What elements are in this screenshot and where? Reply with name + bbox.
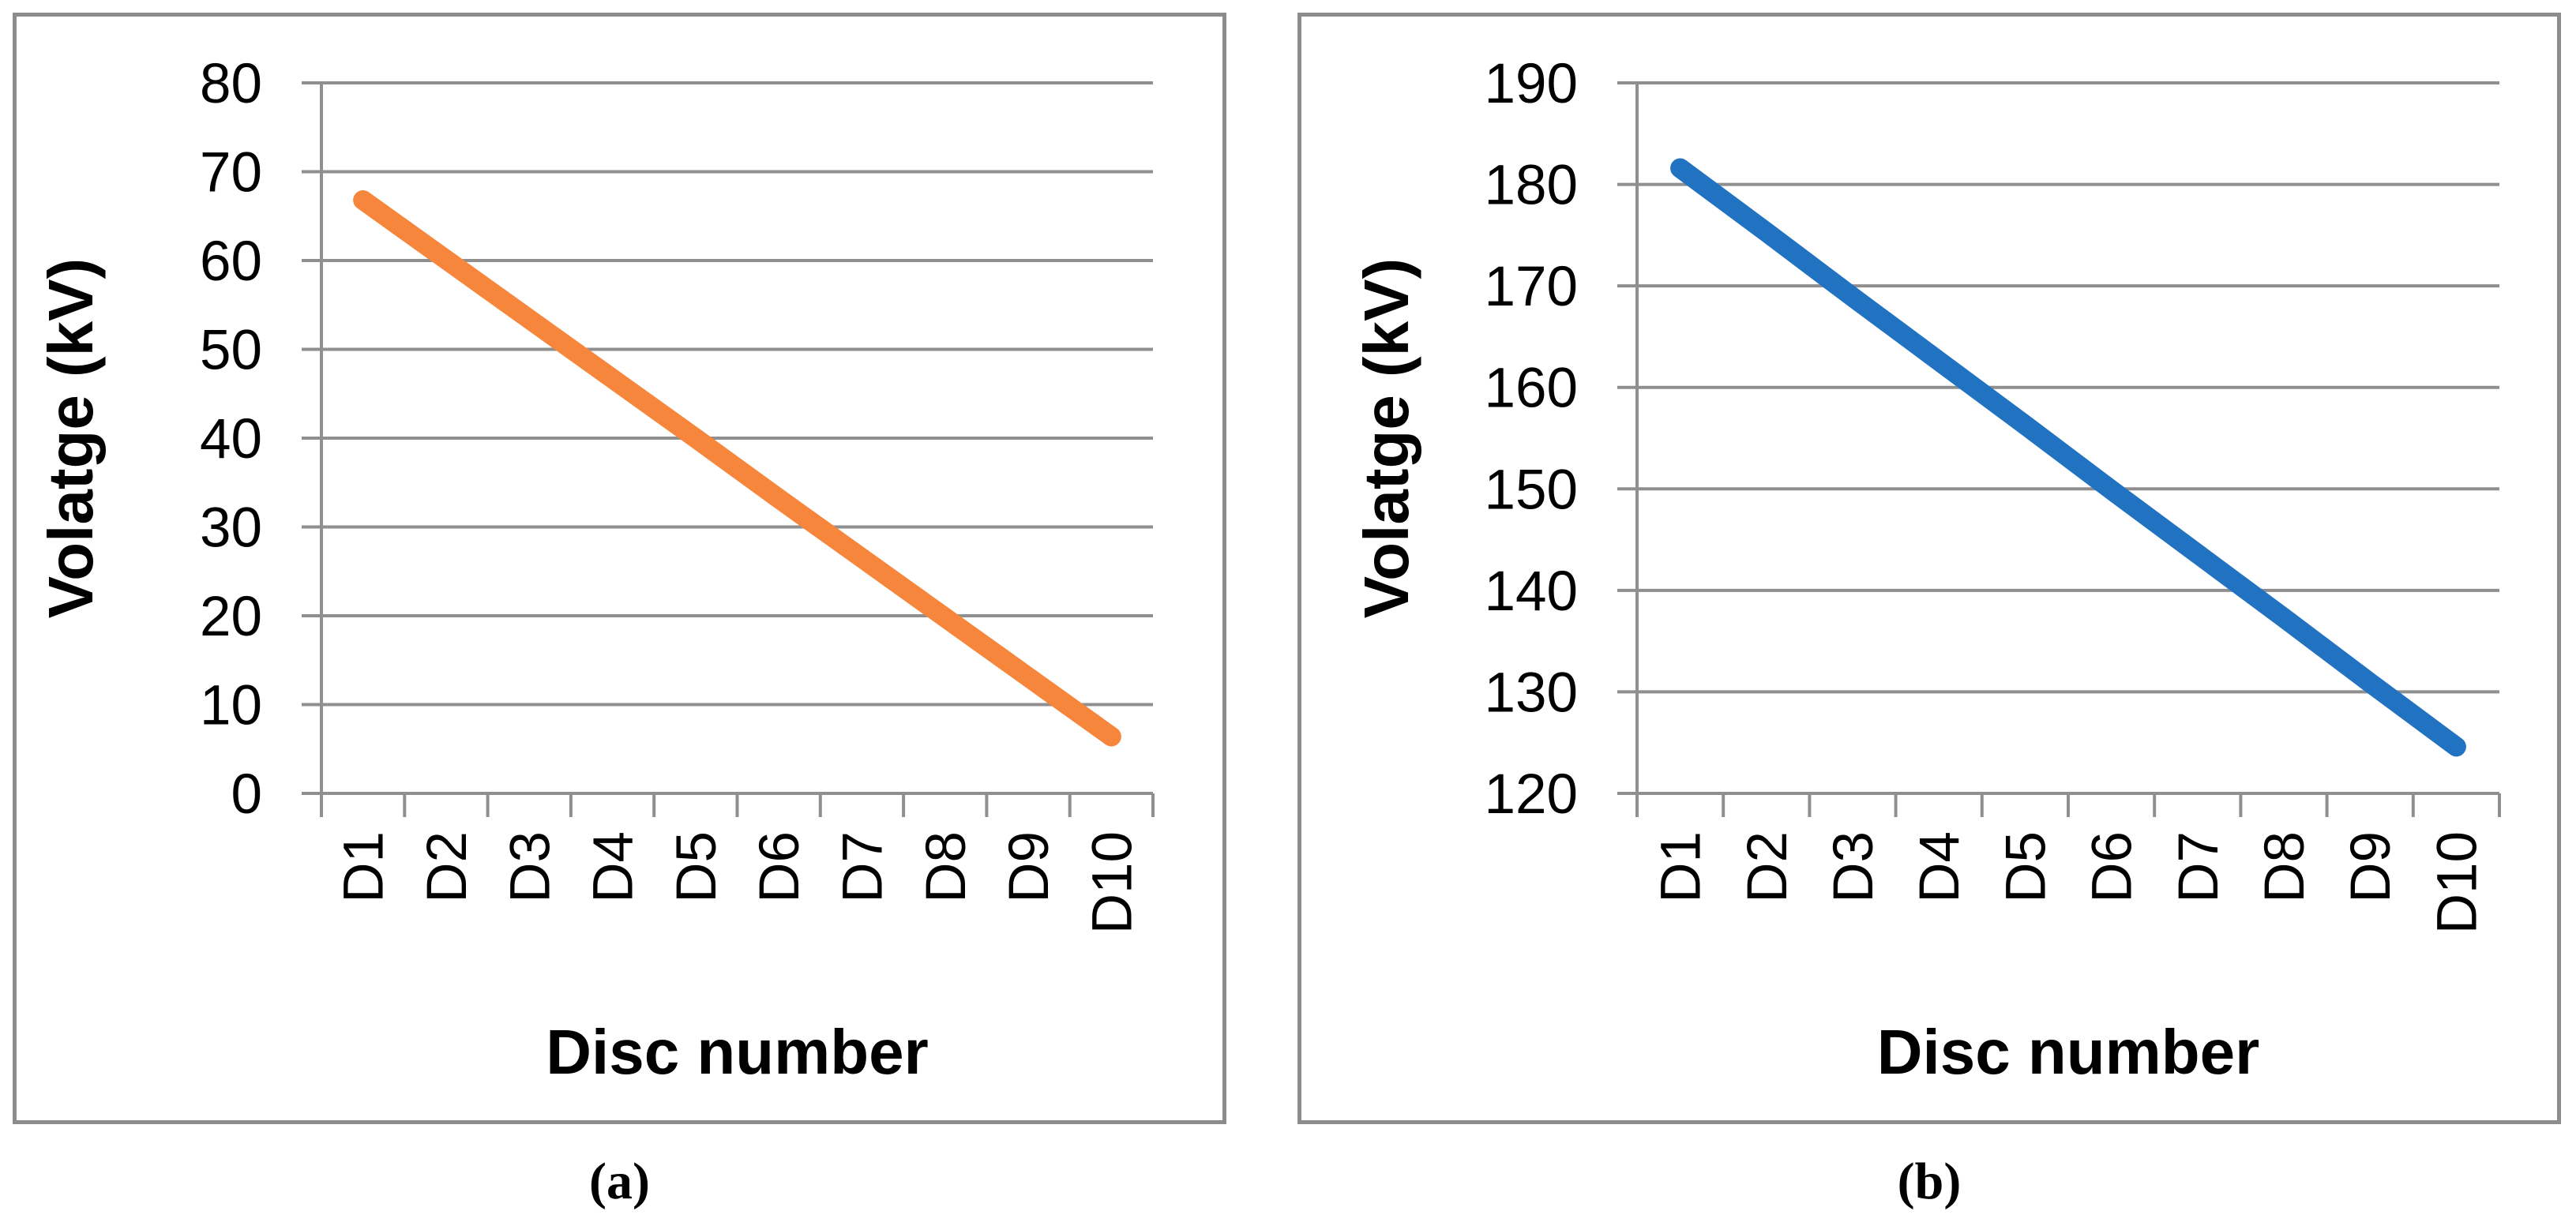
- x-tick-label: D10: [1081, 831, 1143, 934]
- y-tick-label: 80: [200, 53, 262, 115]
- y-tick-label: 50: [200, 320, 262, 382]
- x-axis-title: Disc number: [546, 1017, 929, 1087]
- x-tick-label: D1: [1650, 831, 1713, 903]
- y-tick-label: 120: [1485, 763, 1578, 826]
- panel-caption-b: (b): [1897, 1153, 1962, 1210]
- series-line: [1670, 158, 2466, 757]
- x-tick-label: D9: [2340, 831, 2402, 903]
- chart-panel-a: 0 10 20 30 40 50 60 70 80 D1 D2 D3 D4 D5 D6 D7 D8 D9 D10 Vo…: [13, 13, 1226, 1124]
- x-tick-label: D7: [2168, 831, 2230, 903]
- y-tick-label: 20: [200, 586, 262, 648]
- y-tick-label: 0: [231, 763, 263, 826]
- series-line: [353, 190, 1121, 747]
- y-tick-label: 170: [1485, 256, 1578, 318]
- x-tick-label: D4: [583, 831, 645, 903]
- chart-svg-b: 120 130 140 150 160 170 180 190 D1 D2 D3 D4 D5 D6 D7 D8…: [1351, 53, 2501, 1087]
- y-tick-label: 40: [200, 408, 262, 471]
- x-tick-label: D5: [666, 831, 728, 903]
- x-tick-label: D4: [1909, 831, 1971, 903]
- x-tick-label: D3: [1823, 831, 1885, 903]
- panel-caption-a: (a): [589, 1153, 650, 1210]
- y-tick-label: 160: [1485, 358, 1578, 420]
- y-tick-label: 140: [1485, 561, 1578, 623]
- y-tick-label: 30: [200, 497, 262, 560]
- x-tick-label: D2: [416, 831, 479, 903]
- x-tick-label: D1: [333, 831, 396, 903]
- x-tick-label: D10: [2426, 831, 2488, 934]
- x-tick-label: D8: [2254, 831, 2316, 903]
- x-axis-title: Disc number: [1877, 1017, 2260, 1087]
- x-tick-label: D9: [998, 831, 1061, 903]
- x-tick-label: D7: [832, 831, 894, 903]
- chart-panel-b: 120 130 140 150 160 170 180 190 D1 D2 D3 D4 D5 D6 D7 D8…: [1297, 13, 2561, 1124]
- chart-svg-a: 0 10 20 30 40 50 60 70 80 D1 D2 D3 D4 D5 D6 D7 D8 D9 D10 Vo…: [36, 53, 1155, 1087]
- y-tick-label: 150: [1485, 459, 1578, 521]
- x-tick-label: D3: [499, 831, 561, 903]
- y-tick-label: 190: [1485, 53, 1578, 115]
- x-tick-label: D6: [749, 831, 811, 903]
- y-tick-label: 70: [200, 142, 262, 204]
- x-tick-label: D5: [1995, 831, 2057, 903]
- y-axis-title: Volatge (kV): [1351, 258, 1421, 618]
- y-tick-label: 130: [1485, 662, 1578, 724]
- y-tick-label: 60: [200, 231, 262, 293]
- x-tick-label: D2: [1737, 831, 1799, 903]
- y-axis-title: Volatge (kV): [36, 258, 106, 618]
- y-tick-label: 10: [200, 675, 262, 737]
- x-tick-label: D6: [2082, 831, 2144, 903]
- x-tick-label: D8: [915, 831, 978, 903]
- y-tick-label: 180: [1485, 155, 1578, 217]
